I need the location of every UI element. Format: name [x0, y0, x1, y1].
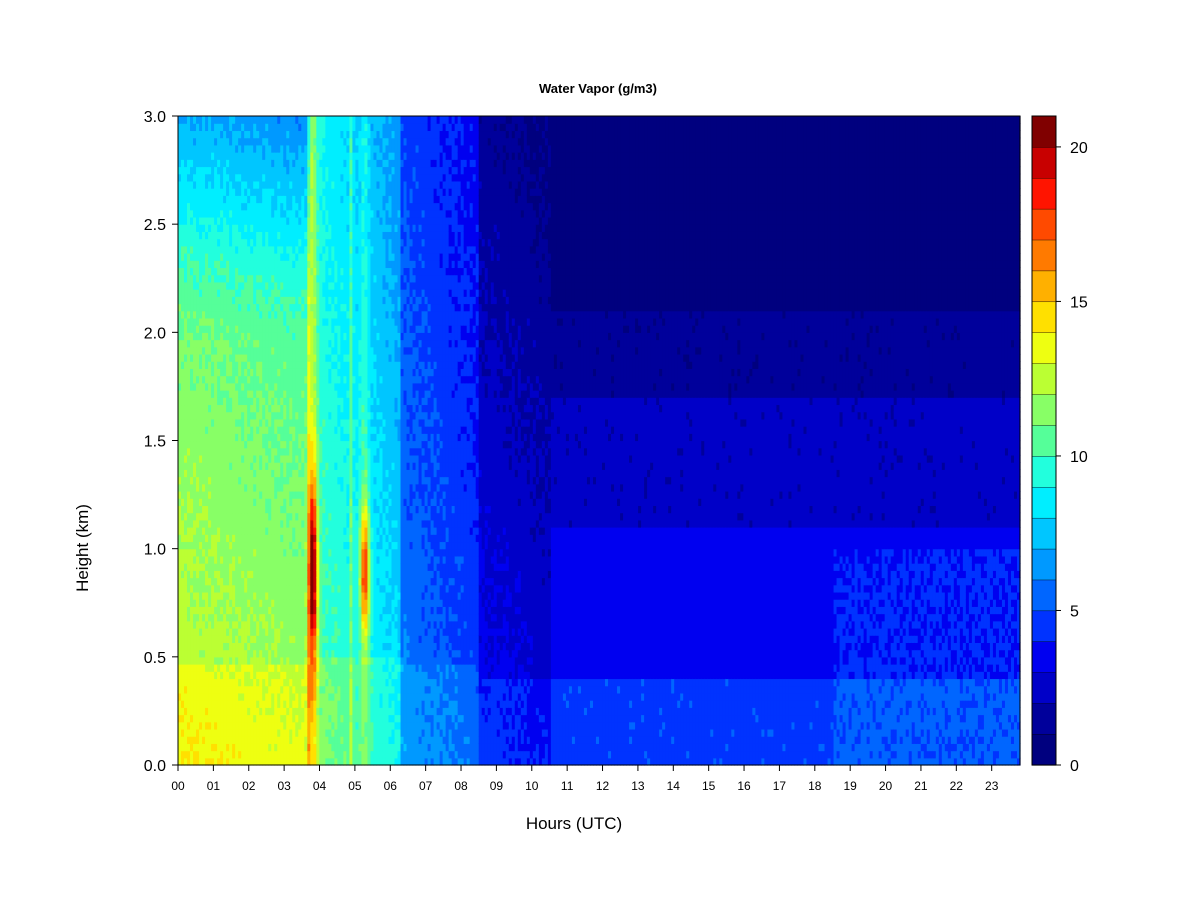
chart-title: Water Vapor (g/m3) — [539, 81, 657, 96]
heatmap-field — [178, 116, 1021, 766]
